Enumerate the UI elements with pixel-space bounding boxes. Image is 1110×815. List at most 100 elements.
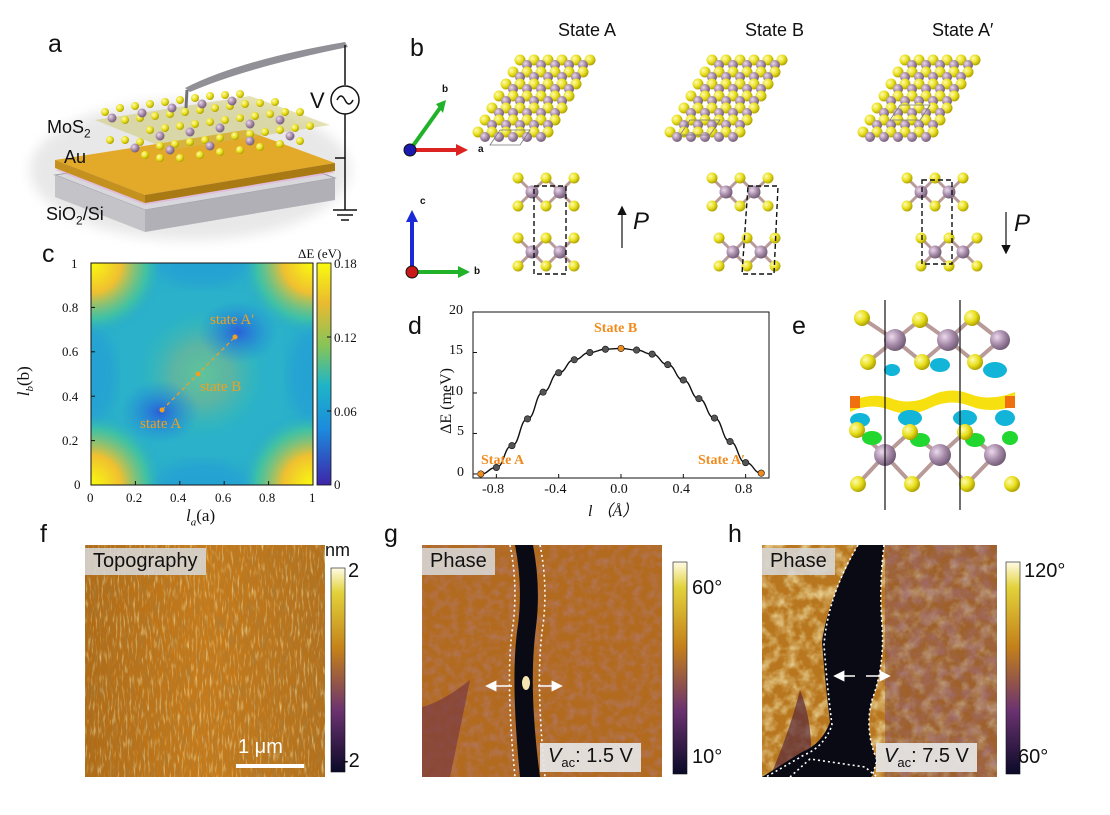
axis-a-top: a (478, 144, 484, 155)
d-data-point (617, 344, 625, 352)
d-xtick-label: 0.4 (672, 482, 691, 497)
panel-d-label: d (408, 312, 422, 340)
polarization-up: P (633, 208, 650, 235)
d-data-point (477, 470, 485, 478)
g-cbar-top: 60° (692, 577, 723, 599)
d-data-point (710, 414, 718, 422)
c-ytick-0.2: 0.2 (62, 433, 79, 448)
panel-c-label: c (42, 240, 55, 268)
c-ytick-1: 1 (71, 256, 78, 271)
mos2-label: MoS2 (47, 117, 91, 141)
polarization-down: P (1014, 210, 1031, 237)
voltage-label: V (310, 88, 325, 113)
panel-a-label: a (48, 30, 62, 58)
crystal-structures (403, 54, 1011, 279)
state-a-title: State A (558, 20, 617, 40)
d-annot-state-a: State A (481, 453, 525, 468)
d-annot-state-a-prime: State A′ (698, 453, 746, 468)
substrate-label: SiO2/Si (46, 204, 104, 228)
scalebar-label: 1 μm (238, 736, 283, 758)
au-label: Au (64, 147, 87, 167)
d-xtick-label: 0.8 (734, 482, 753, 497)
d-data-point (508, 442, 516, 450)
c-xtick-0.4: 0.4 (170, 490, 187, 505)
d-annot-state-b: State B (594, 321, 638, 336)
state-a-prime-title: State A′ (932, 20, 994, 40)
c-ytick-0.6: 0.6 (62, 344, 79, 359)
energy-profile-chart (472, 311, 770, 479)
f-tag: Topography (85, 548, 206, 575)
d-ytick-label: 0 (457, 464, 464, 480)
c-xtick-0.2: 0.2 (126, 490, 143, 505)
d-data-point (601, 345, 609, 353)
d-xtick-label: -0.8 (481, 482, 505, 497)
charge-density-structure (849, 300, 1020, 510)
phase-image-g (422, 544, 688, 778)
c-annot-state-a: state A (140, 416, 182, 432)
state-b-title: State B (745, 20, 805, 40)
d-xtick-label: 0.0 (610, 482, 628, 497)
c-xtick-1: 1 (309, 490, 316, 505)
c-colorbar-title: ΔE (eV) (298, 246, 342, 261)
panel-e-label: e (792, 312, 806, 340)
axis-triad-bottom (405, 210, 470, 279)
panel-g-label: g (384, 520, 398, 548)
c-xtick-0.8: 0.8 (259, 490, 276, 505)
d-ytick-label: 15 (449, 343, 463, 359)
panel-f-label: f (40, 520, 47, 548)
axis-triad-top (403, 100, 468, 157)
d-data-point (648, 350, 656, 358)
c-xtick-0.6: 0.6 (215, 490, 232, 505)
c-annot-state-b: state B (200, 379, 242, 395)
g-cbar-bottom: 10° (692, 746, 723, 768)
c-cbar-tick-0.18: 0.18 (334, 256, 357, 271)
axis-c-bottom: c (420, 196, 426, 207)
d-data-point (555, 369, 563, 377)
d-data-point (633, 346, 641, 354)
d-data-point (570, 356, 578, 364)
c-ytick-0.4: 0.4 (62, 389, 79, 404)
c-cbar-tick-0.12: 0.12 (334, 330, 357, 345)
f-cbar-top: 2 (348, 560, 360, 582)
d-data-point (679, 376, 687, 384)
d-xlabel: l （Å） (588, 503, 639, 520)
panel-h-label: h (728, 520, 742, 548)
c-annot-state-a-prime: state A' (210, 312, 254, 328)
c-xlabel: la(a) (186, 506, 216, 529)
axis-b-bottom: b (474, 266, 481, 277)
device-schematic (30, 42, 360, 240)
d-data-point (524, 415, 532, 423)
c-cbar-tick-0.06: 0.06 (334, 404, 357, 419)
d-data-point (539, 388, 547, 396)
axis-b-top: b (442, 84, 449, 95)
d-ytick-label: 20 (449, 303, 463, 318)
d-xtick-label: -0.4 (544, 482, 567, 497)
d-data-point (664, 361, 672, 369)
d-data-point (757, 469, 765, 477)
h-tag: Phase (762, 548, 835, 575)
d-data-point (742, 459, 750, 467)
f-cbar-bottom: -2 (342, 750, 360, 772)
d-data-point (726, 438, 734, 446)
d-data-point (695, 395, 703, 403)
d-ytick-label: 10 (449, 383, 463, 399)
d-data-point (492, 463, 500, 471)
h-cbar-bottom: 60° (1018, 746, 1049, 768)
c-xtick-0: 0 (87, 490, 94, 505)
g-tag: Phase (422, 548, 495, 575)
h-vac-label: Vac: 7.5 V (876, 743, 977, 772)
d-data-point (586, 348, 594, 356)
g-vac-label: Vac: 1.5 V (540, 743, 641, 772)
c-ytick-0: 0 (74, 477, 81, 492)
c-ytick-0.8: 0.8 (62, 300, 79, 315)
h-cbar-top: 120° (1024, 560, 1066, 582)
c-cbar-tick-0: 0 (334, 477, 341, 492)
panel-b-label: b (410, 34, 424, 62)
scalebar-line (236, 764, 304, 768)
f-cbar-unit: nm (325, 540, 351, 560)
heatmap-chart (90, 262, 332, 486)
d-ytick-label: 5 (457, 424, 464, 440)
topography-image (85, 545, 346, 777)
